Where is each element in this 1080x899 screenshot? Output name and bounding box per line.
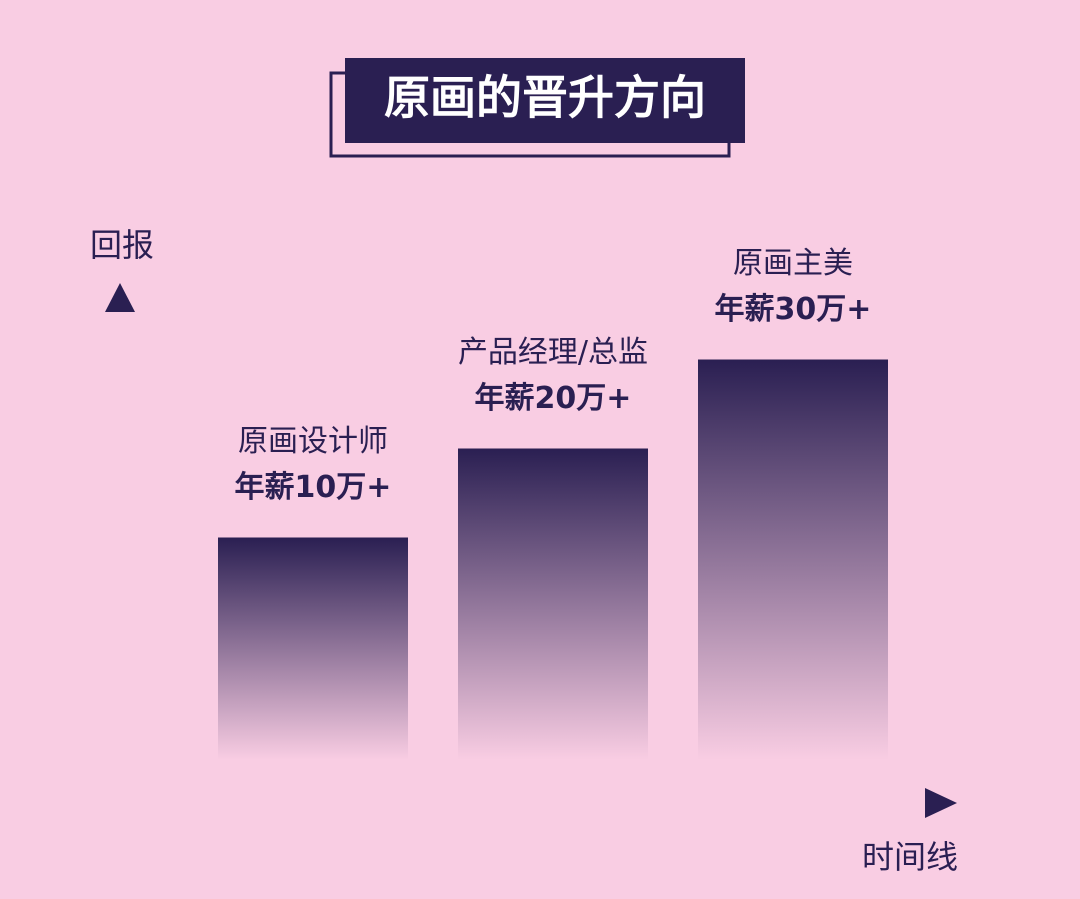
- category-label: 原画主美: [733, 246, 853, 281]
- bar: [458, 448, 648, 760]
- value-label: 年薪10万+: [235, 470, 392, 505]
- title-box: [345, 58, 745, 143]
- category-label: 产品经理/总监: [458, 335, 648, 370]
- value-label: 年薪30万+: [715, 292, 872, 327]
- x-axis-arrow: [925, 788, 957, 818]
- x-axis-label: 时间线: [862, 838, 958, 876]
- category-label: 原画设计师: [238, 424, 388, 459]
- y-axis-arrow: [105, 283, 135, 312]
- y-axis-label: 回报: [90, 226, 154, 264]
- bar: [698, 359, 888, 760]
- bar: [218, 537, 408, 760]
- chart-title: 原画的晋升方向: [384, 71, 706, 125]
- value-label: 年薪20万+: [475, 381, 632, 416]
